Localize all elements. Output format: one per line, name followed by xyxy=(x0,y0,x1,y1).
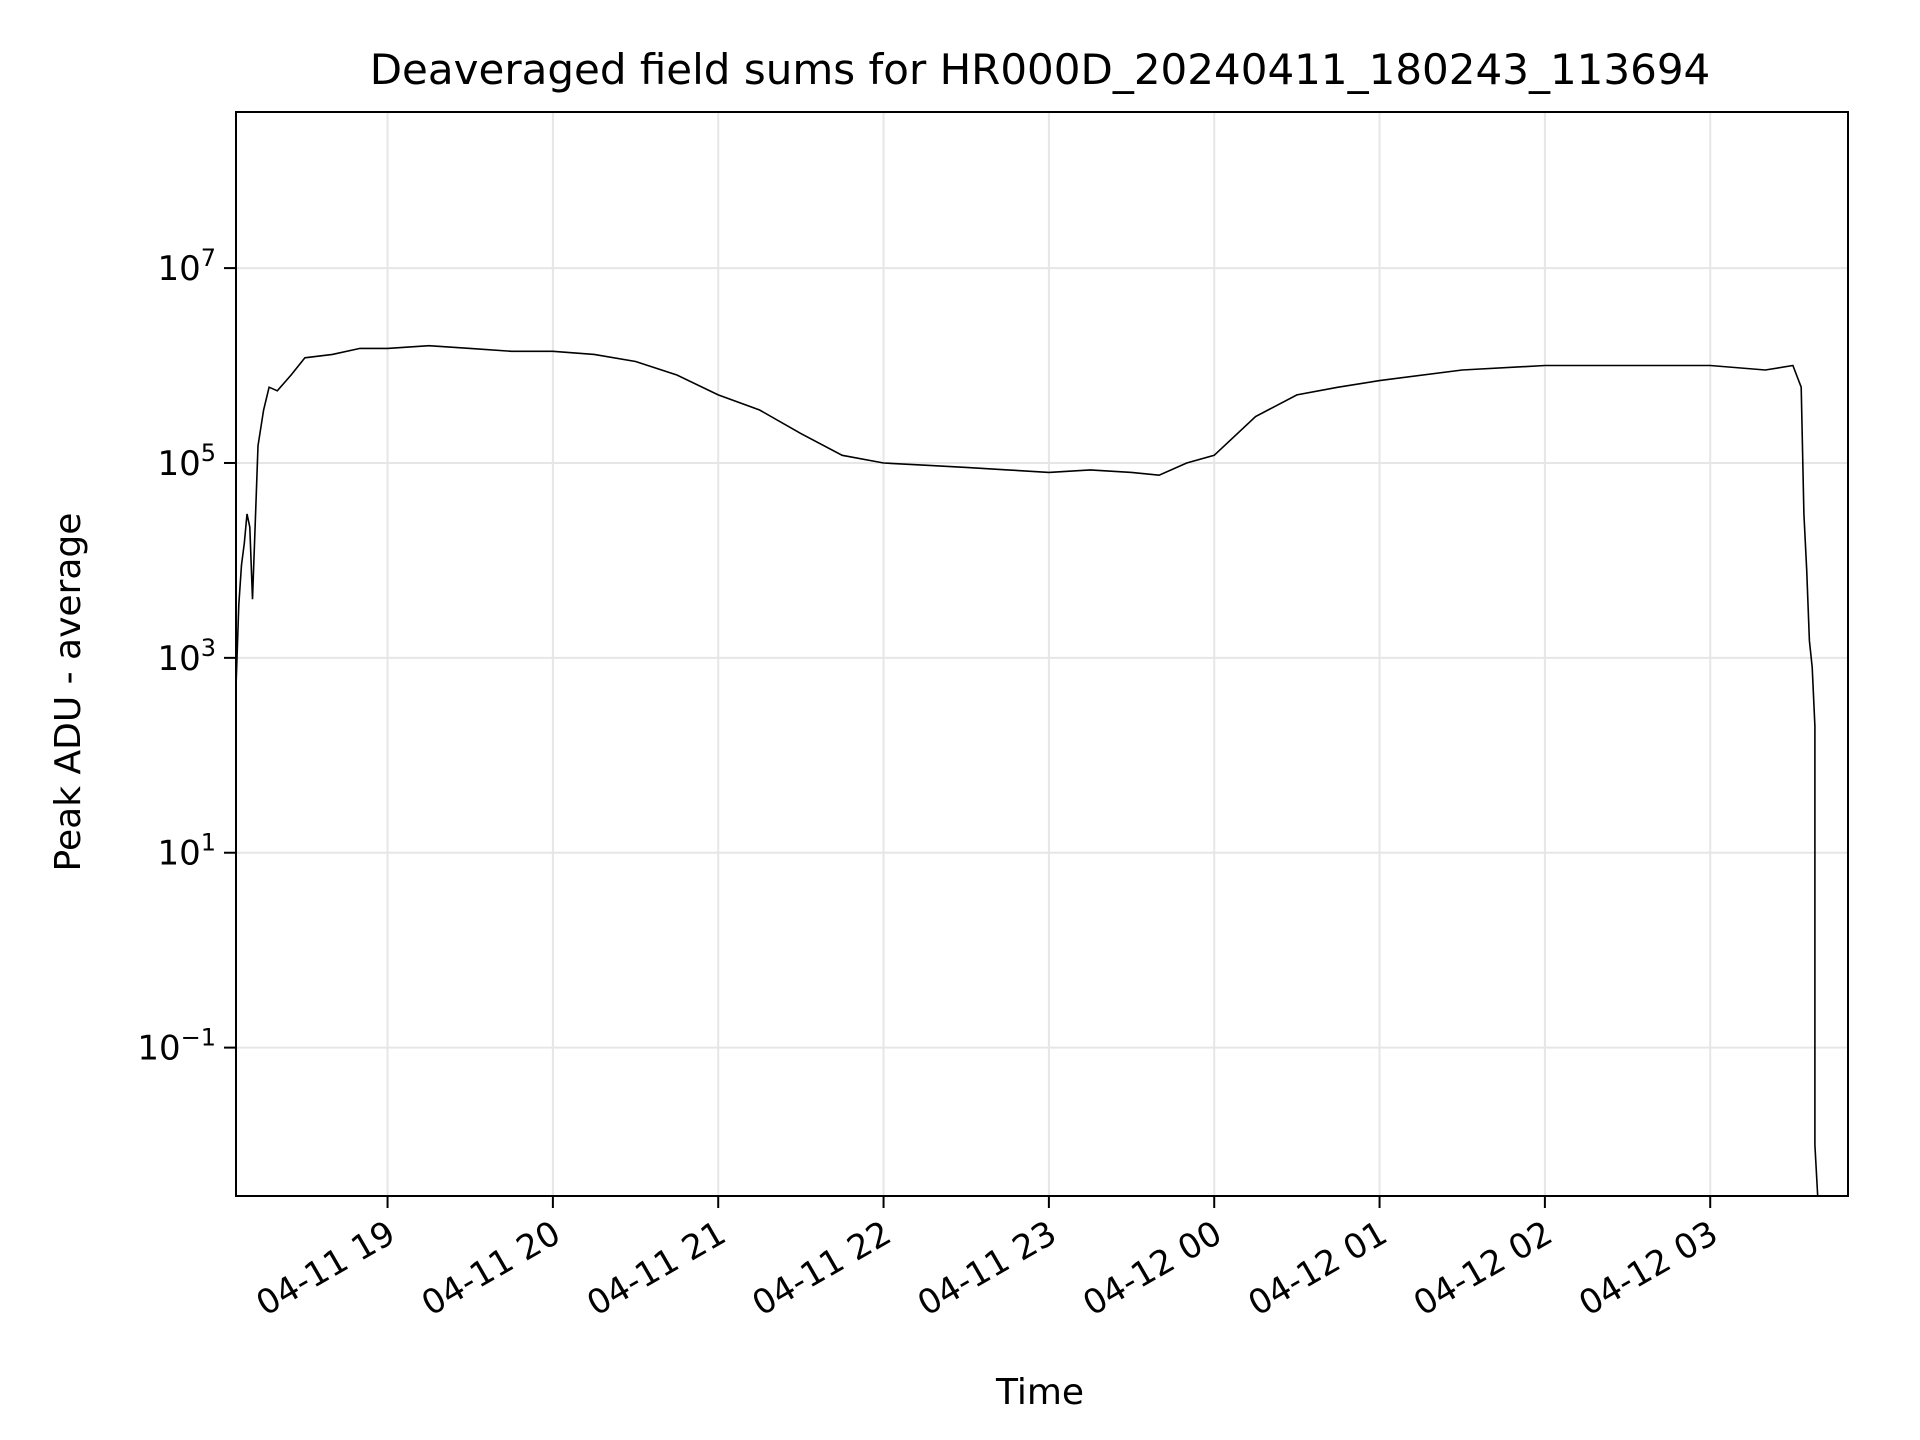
series-line xyxy=(236,344,1819,1196)
axes-frame xyxy=(235,111,1849,1197)
y-tick-label: 103 xyxy=(157,634,216,679)
y-tick-label: 107 xyxy=(157,244,216,289)
y-tick-label: 105 xyxy=(157,439,216,484)
series-group xyxy=(236,344,1819,1196)
grid xyxy=(236,112,1848,1196)
x-axis-label: Time xyxy=(995,1372,1084,1413)
y-axis-label: Peak ADU - average xyxy=(48,513,89,872)
y-tick-label: 10−1 xyxy=(137,1024,216,1069)
y-tick-label: 101 xyxy=(157,829,216,874)
chart-title: Deaveraged field sums for HR000D_2024041… xyxy=(370,45,1711,94)
